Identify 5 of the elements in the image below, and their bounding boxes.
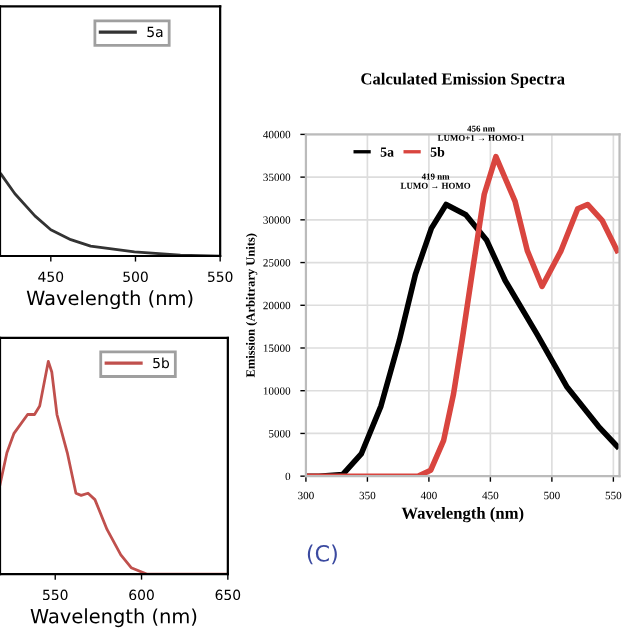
x-axis-title: Wavelength (nm) [401,507,524,523]
chart-title: Calculated Emission Spectra [361,72,565,88]
x-axis-title: Wavelength (nm) [26,290,193,310]
x-axis-title: Wavelength (nm) [30,608,197,628]
text: (C) [307,544,337,565]
